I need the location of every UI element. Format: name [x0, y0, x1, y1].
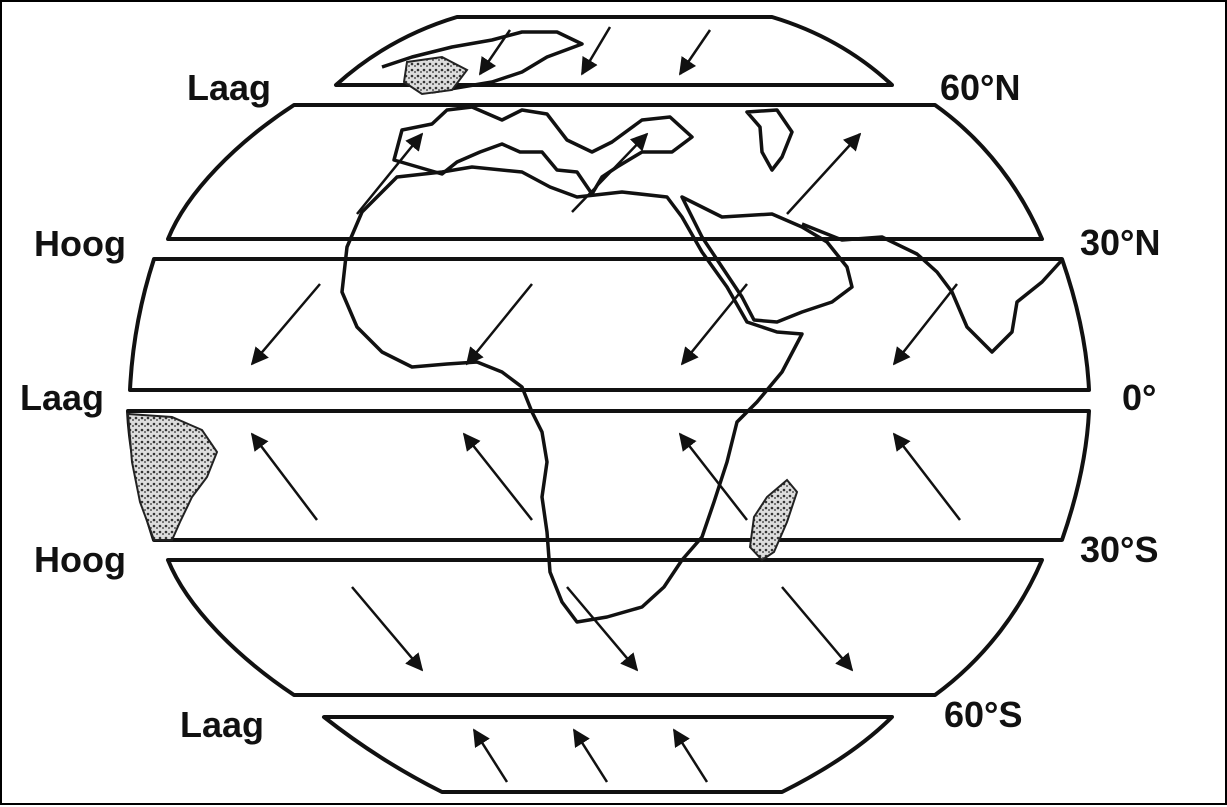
latitude-label-30S: 30°S — [1080, 529, 1158, 570]
band-polar-north — [334, 15, 894, 87]
greenland-shaded — [402, 55, 469, 96]
greenland-scandinavia-outline — [381, 30, 584, 94]
band-30S-60S — [166, 558, 1044, 697]
pressure-label-30N: Hoog — [34, 223, 126, 264]
band-polar-south — [322, 715, 894, 794]
pressure-label-equator: Laag — [20, 377, 104, 418]
latitude-label-60S: 60°S — [944, 694, 1022, 735]
south-america-shaded — [126, 412, 219, 541]
wind-arrow — [672, 728, 709, 783]
wind-arrow — [465, 283, 533, 366]
wind-arrow — [678, 29, 712, 76]
latitude-label-equator: 0° — [1122, 377, 1156, 418]
continent-outlines — [340, 30, 1064, 624]
wind-arrow — [571, 132, 649, 213]
band-60N-30N — [166, 103, 1044, 241]
wind-arrow — [572, 728, 609, 783]
wind-arrow — [786, 132, 862, 215]
latitude-label-60N: 60°N — [940, 67, 1020, 108]
wind-arrow — [356, 132, 424, 215]
wind-arrow — [351, 586, 424, 672]
wind-arrow — [250, 283, 321, 366]
pressure-label-30S: Hoog — [34, 539, 126, 580]
madagascar-shaded — [748, 478, 799, 562]
wind-arrow — [678, 432, 748, 521]
africa-outline — [340, 165, 804, 624]
wind-arrow — [580, 26, 612, 76]
asia-outline — [745, 108, 1064, 354]
wind-arrow — [478, 29, 512, 76]
band-0-30S — [126, 409, 1091, 542]
band-30N-0 — [128, 257, 1091, 392]
pressure-label-60S: Laag — [180, 704, 264, 745]
arabia-outline — [680, 195, 854, 324]
latitude-bands — [126, 15, 1091, 794]
shaded-landmasses — [126, 55, 799, 562]
wind-arrow — [250, 432, 318, 521]
wind-arrow — [566, 586, 639, 672]
wind-arrow — [472, 728, 509, 783]
wind-arrow — [462, 432, 533, 521]
pressure-label-60N: Laag — [187, 67, 271, 108]
pressure-labels: Laag Hoog Laag Hoog Laag — [20, 67, 271, 745]
wind-arrows — [250, 26, 961, 783]
europe-outline — [392, 105, 694, 196]
wind-arrow — [892, 432, 961, 521]
wind-arrow — [680, 283, 748, 366]
latitude-labels: 60°N 30°N 0° 30°S 60°S — [940, 67, 1160, 735]
latitude-label-30N: 30°N — [1080, 222, 1160, 263]
wind-arrow — [892, 283, 958, 366]
wind-arrow — [781, 586, 854, 672]
